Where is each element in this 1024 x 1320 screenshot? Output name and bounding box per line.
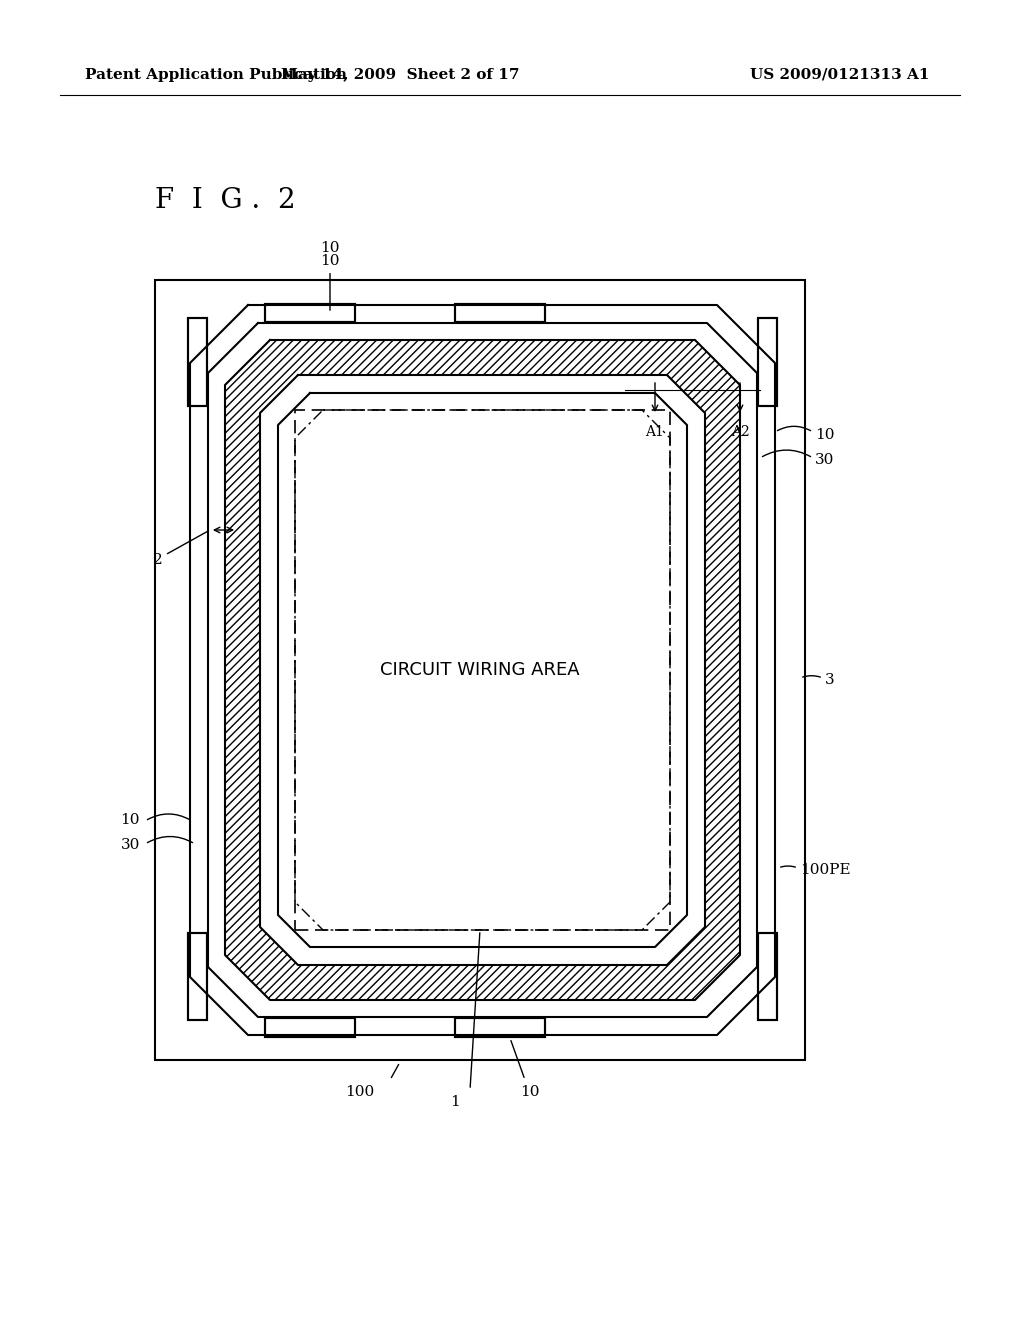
Bar xyxy=(758,318,777,407)
Bar xyxy=(188,318,207,407)
Bar xyxy=(265,304,355,322)
Text: 3: 3 xyxy=(825,673,835,686)
Bar xyxy=(758,318,777,407)
Text: Patent Application Publication: Patent Application Publication xyxy=(85,69,347,82)
Bar xyxy=(455,304,545,322)
Bar xyxy=(758,933,777,1020)
Text: 10: 10 xyxy=(520,1085,540,1100)
Text: 100: 100 xyxy=(345,1085,375,1100)
Text: F  I  G .  2: F I G . 2 xyxy=(155,186,296,214)
Text: 100PE: 100PE xyxy=(800,863,851,876)
Text: 1: 1 xyxy=(451,1096,460,1109)
Text: A2: A2 xyxy=(731,425,750,440)
Text: 30: 30 xyxy=(815,453,835,467)
Text: 2: 2 xyxy=(154,553,163,568)
Text: A1: A1 xyxy=(645,425,665,440)
Text: CIRCUIT WIRING AREA: CIRCUIT WIRING AREA xyxy=(380,661,580,678)
Bar xyxy=(188,933,207,1020)
Text: 10: 10 xyxy=(321,242,340,255)
Bar xyxy=(265,1018,355,1038)
Bar xyxy=(188,933,207,1020)
Text: May 14, 2009  Sheet 2 of 17: May 14, 2009 Sheet 2 of 17 xyxy=(281,69,519,82)
Bar xyxy=(455,304,545,322)
Bar xyxy=(455,1018,545,1038)
Bar xyxy=(455,1018,545,1038)
Text: 10: 10 xyxy=(121,813,140,828)
Bar xyxy=(758,933,777,1020)
Text: 10: 10 xyxy=(321,253,340,310)
Bar xyxy=(188,318,207,407)
Text: 30: 30 xyxy=(121,838,140,851)
Text: 10: 10 xyxy=(815,428,835,442)
Bar xyxy=(155,280,805,1060)
Text: US 2009/0121313 A1: US 2009/0121313 A1 xyxy=(750,69,930,82)
Bar xyxy=(265,1018,355,1038)
Bar xyxy=(265,304,355,322)
